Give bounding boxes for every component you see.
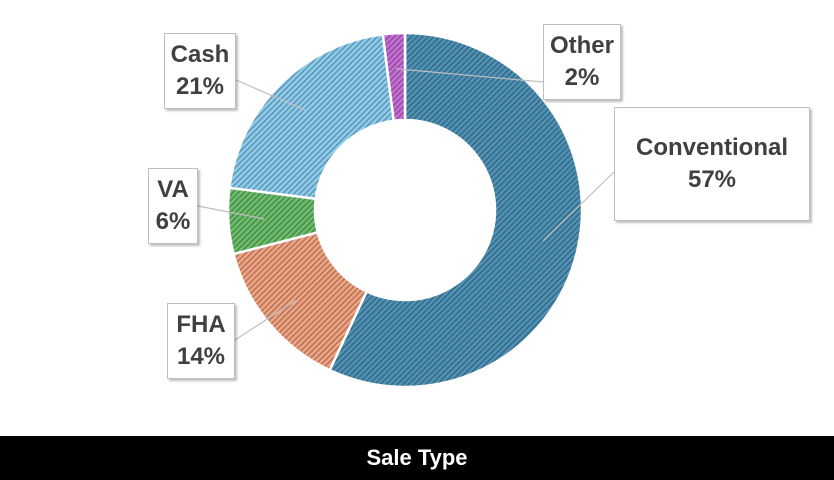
label-other: Other 2%: [543, 24, 621, 100]
slice-cash: [227, 32, 396, 201]
chart-footer: Sale Type: [0, 436, 834, 480]
label-fha-value: 14%: [176, 343, 226, 370]
leader-line-va: [197, 205, 264, 220]
label-other-value: 2%: [564, 64, 600, 91]
label-cash-value: 21%: [175, 73, 225, 100]
leader-line-other: [396, 68, 544, 83]
label-fha: FHA 14%: [167, 303, 235, 379]
label-conventional-name: Conventional: [635, 134, 788, 161]
footer-title: Sale Type: [366, 445, 468, 470]
leader-line-fha: [234, 299, 297, 341]
leader-line-conventional: [542, 171, 615, 242]
label-va: VA 6%: [148, 168, 198, 244]
label-conventional-value: 57%: [687, 166, 737, 193]
donut-chart: [197, 31, 615, 389]
label-fha-name: FHA: [176, 311, 226, 338]
label-va-name: VA: [157, 176, 189, 203]
label-conventional: Conventional 57%: [614, 107, 810, 221]
label-other-name: Other: [549, 32, 614, 59]
slice-other: [381, 31, 407, 123]
label-cash-name: Cash: [170, 41, 230, 68]
slice-conventional: [327, 31, 584, 389]
label-va-value: 6%: [155, 208, 191, 235]
label-cash: Cash 21%: [164, 33, 236, 109]
leader-line-cash: [235, 79, 306, 111]
